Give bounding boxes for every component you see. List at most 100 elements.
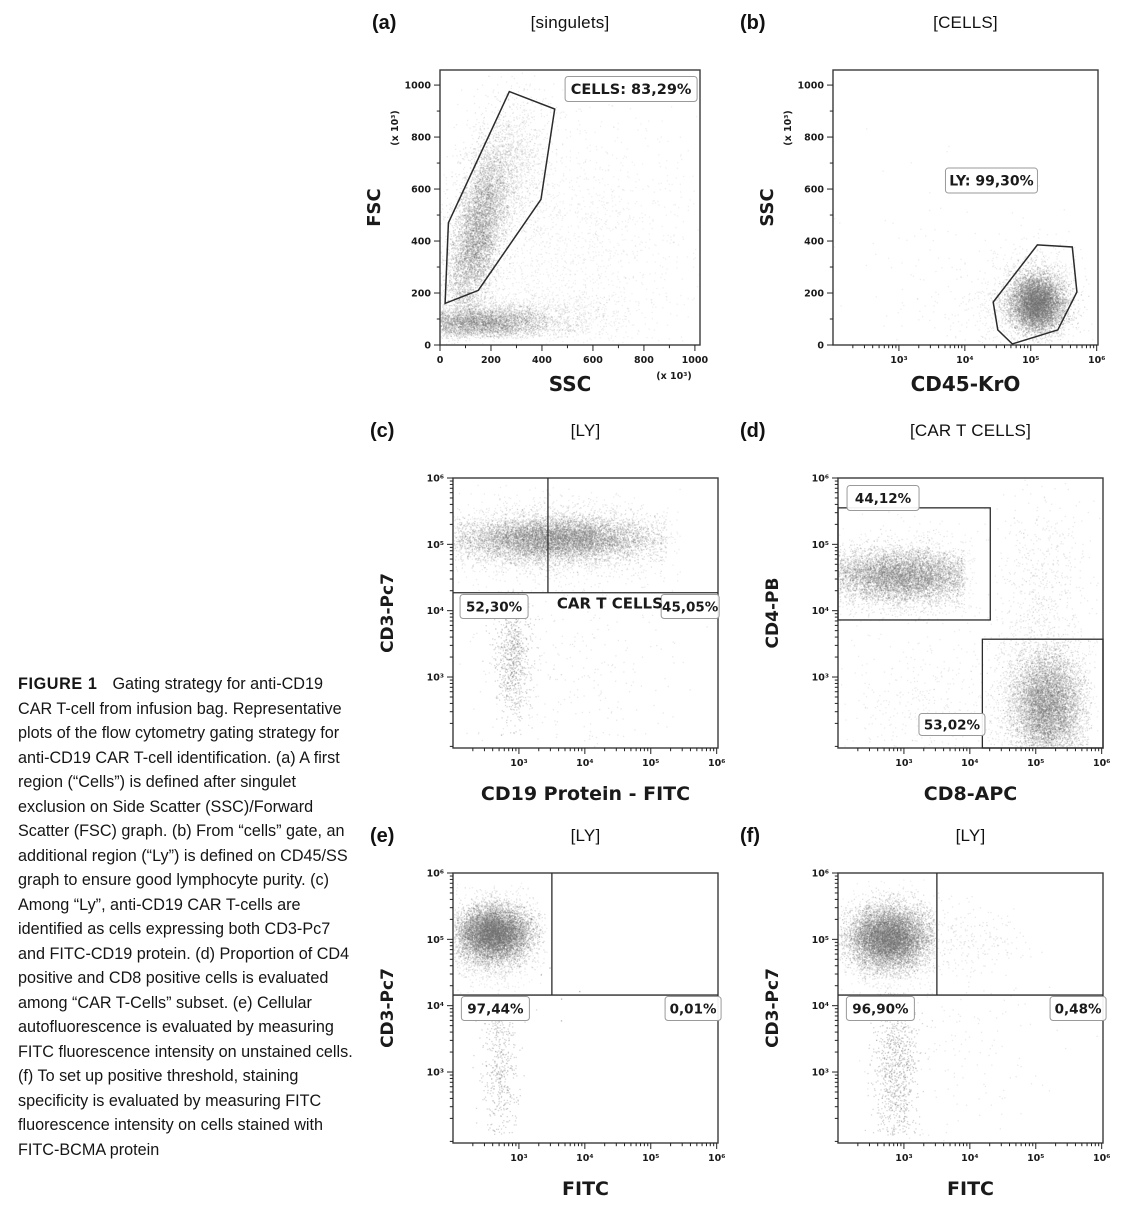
svg-text:10³: 10³ [510, 758, 527, 769]
svg-text:10⁴: 10⁴ [961, 758, 978, 769]
svg-text:200: 200 [804, 289, 824, 300]
svg-text:400: 400 [411, 237, 431, 248]
svg-text:10⁶: 10⁶ [812, 869, 829, 880]
plot-axes-c: 10³ 10⁴ 10⁵ 10⁶ 10³ 10⁴ 10⁵ 10⁶ CD3-Pc7 CD19 Prot… [378, 474, 725, 806]
svg-text:10³: 10³ [427, 1068, 444, 1079]
svg-text:CD45-KrO: CD45-KrO [911, 372, 1021, 396]
svg-text:(x 10³): (x 10³) [390, 110, 401, 146]
svg-text:SSC: SSC [549, 372, 592, 396]
svg-text:10³: 10³ [510, 1153, 527, 1164]
svg-text:200: 200 [481, 355, 501, 366]
svg-text:600: 600 [804, 185, 824, 196]
svg-text:0: 0 [817, 341, 824, 352]
plot-axes-a: 0 200 400 600 800 1000 0 200 400 600 800 1000 (x 10³… [364, 69, 709, 396]
figure-label: FIGURE 1 [18, 675, 98, 693]
svg-text:10³: 10³ [812, 1068, 829, 1079]
svg-text:CD3-Pc7: CD3-Pc7 [378, 968, 398, 1048]
svg-text:400: 400 [532, 355, 552, 366]
panel-title-d: [CAR T CELLS] [909, 421, 1032, 440]
svg-text:CD19 Protein - FITC: CD19 Protein - FITC [481, 783, 690, 805]
svg-text:10⁶: 10⁶ [708, 1153, 725, 1164]
svg-text:10⁶: 10⁶ [1093, 1153, 1110, 1164]
svg-text:10⁵: 10⁵ [427, 540, 444, 551]
svg-text:10⁵: 10⁵ [642, 1153, 659, 1164]
svg-text:45,05%: 45,05% [662, 599, 719, 615]
svg-text:FSC: FSC [364, 188, 385, 226]
svg-text:CELLS: 83,29%: CELLS: 83,29% [571, 82, 692, 98]
svg-text:10⁵: 10⁵ [1022, 355, 1039, 366]
plot-axes-e: 10³ 10⁴ 10⁵ 10⁶ 10³ 10⁴ 10⁵ 10⁶ CD3-Pc7 FITC 97,44… [378, 869, 725, 1201]
svg-text:SSC: SSC [757, 188, 778, 226]
panel-label-f: (f) [740, 825, 760, 847]
plot-axes-b: 10³ 10⁴ 10⁵ 10⁶ 0 200 400 600 800 1000 (x 10³) SSC C… [757, 69, 1105, 396]
svg-text:CD3-Pc7: CD3-Pc7 [378, 573, 398, 653]
plot-axes-d: 10³ 10⁴ 10⁵ 10⁶ 10³ 10⁴ 10⁵ 10⁶ CD4-PB CD8-APC 44,… [763, 474, 1110, 806]
panel-label-c: (c) [370, 420, 395, 442]
svg-text:10³: 10³ [895, 758, 912, 769]
svg-text:10⁵: 10⁵ [427, 935, 444, 946]
svg-text:10⁴: 10⁴ [576, 1153, 593, 1164]
svg-text:10⁶: 10⁶ [812, 474, 829, 485]
svg-text:0,01%: 0,01% [670, 1001, 717, 1017]
svg-text:600: 600 [411, 185, 431, 196]
svg-text:44,12%: 44,12% [855, 491, 912, 507]
svg-text:10⁵: 10⁵ [1027, 758, 1044, 769]
svg-text:200: 200 [411, 289, 431, 300]
svg-text:0: 0 [437, 355, 444, 366]
svg-text:10⁴: 10⁴ [961, 1153, 978, 1164]
svg-text:FITC: FITC [947, 1178, 994, 1200]
svg-text:FITC: FITC [562, 1178, 609, 1200]
svg-text:53,02%: 53,02% [924, 717, 981, 733]
svg-text:10⁵: 10⁵ [812, 540, 829, 551]
svg-text:10³: 10³ [890, 355, 907, 366]
panel-title-f: [LY] [955, 826, 986, 845]
svg-text:10⁴: 10⁴ [427, 606, 444, 617]
svg-text:10⁴: 10⁴ [427, 1001, 444, 1012]
panel-label-b: (b) [740, 12, 766, 34]
svg-text:10³: 10³ [427, 673, 444, 684]
scatter-points-a [440, 70, 700, 345]
scatter-points-b [833, 70, 1098, 345]
panel-title-e: [LY] [570, 826, 601, 845]
svg-text:0,48%: 0,48% [1055, 1001, 1102, 1017]
svg-text:0: 0 [424, 341, 431, 352]
svg-text:10⁶: 10⁶ [427, 474, 444, 485]
svg-text:CD3-Pc7: CD3-Pc7 [763, 968, 783, 1048]
svg-text:1000: 1000 [798, 81, 825, 92]
svg-text:10⁴: 10⁴ [812, 606, 829, 617]
svg-text:10⁴: 10⁴ [956, 355, 973, 366]
panel-label-d: (d) [740, 420, 766, 442]
figure-caption-text: Gating strategy for anti-CD19 CAR T-cell… [18, 675, 353, 1159]
svg-text:800: 800 [411, 133, 431, 144]
svg-text:600: 600 [583, 355, 603, 366]
panel-label-e: (e) [370, 825, 395, 847]
svg-text:52,30%: 52,30% [466, 599, 523, 615]
svg-text:10⁴: 10⁴ [576, 758, 593, 769]
svg-text:10⁶: 10⁶ [427, 869, 444, 880]
svg-text:CD8-APC: CD8-APC [924, 783, 1017, 805]
svg-text:1000: 1000 [682, 355, 709, 366]
svg-text:800: 800 [634, 355, 654, 366]
svg-text:10⁴: 10⁴ [812, 1001, 829, 1012]
scatter-points-d [838, 478, 1103, 748]
plot-axes-f: 10³ 10⁴ 10⁵ 10⁶ 10³ 10⁴ 10⁵ 10⁶ CD3-Pc7 FITC 96,90… [763, 869, 1110, 1201]
svg-text:(x 10³): (x 10³) [783, 110, 794, 146]
svg-text:CD4-PB: CD4-PB [763, 578, 783, 649]
panel-title-a: [singulets] [530, 13, 610, 32]
panel-title-c: [LY] [570, 421, 601, 440]
svg-text:10⁶: 10⁶ [1093, 758, 1110, 769]
figure-caption: FIGURE 1 Gating strategy for anti-CD19 CA… [18, 672, 359, 1162]
svg-text:1000: 1000 [405, 81, 432, 92]
panel-title-b: [CELLS] [933, 13, 998, 32]
svg-text:(x 10³): (x 10³) [656, 371, 692, 382]
svg-text:10⁵: 10⁵ [812, 935, 829, 946]
svg-text:800: 800 [804, 133, 824, 144]
svg-text:97,44%: 97,44% [467, 1001, 524, 1017]
svg-text:CAR T CELLS: CAR T CELLS [557, 594, 663, 612]
svg-text:400: 400 [804, 237, 824, 248]
svg-text:10⁶: 10⁶ [708, 758, 725, 769]
panel-label-a: (a) [372, 12, 397, 34]
svg-text:10³: 10³ [895, 1153, 912, 1164]
svg-text:10³: 10³ [812, 673, 829, 684]
